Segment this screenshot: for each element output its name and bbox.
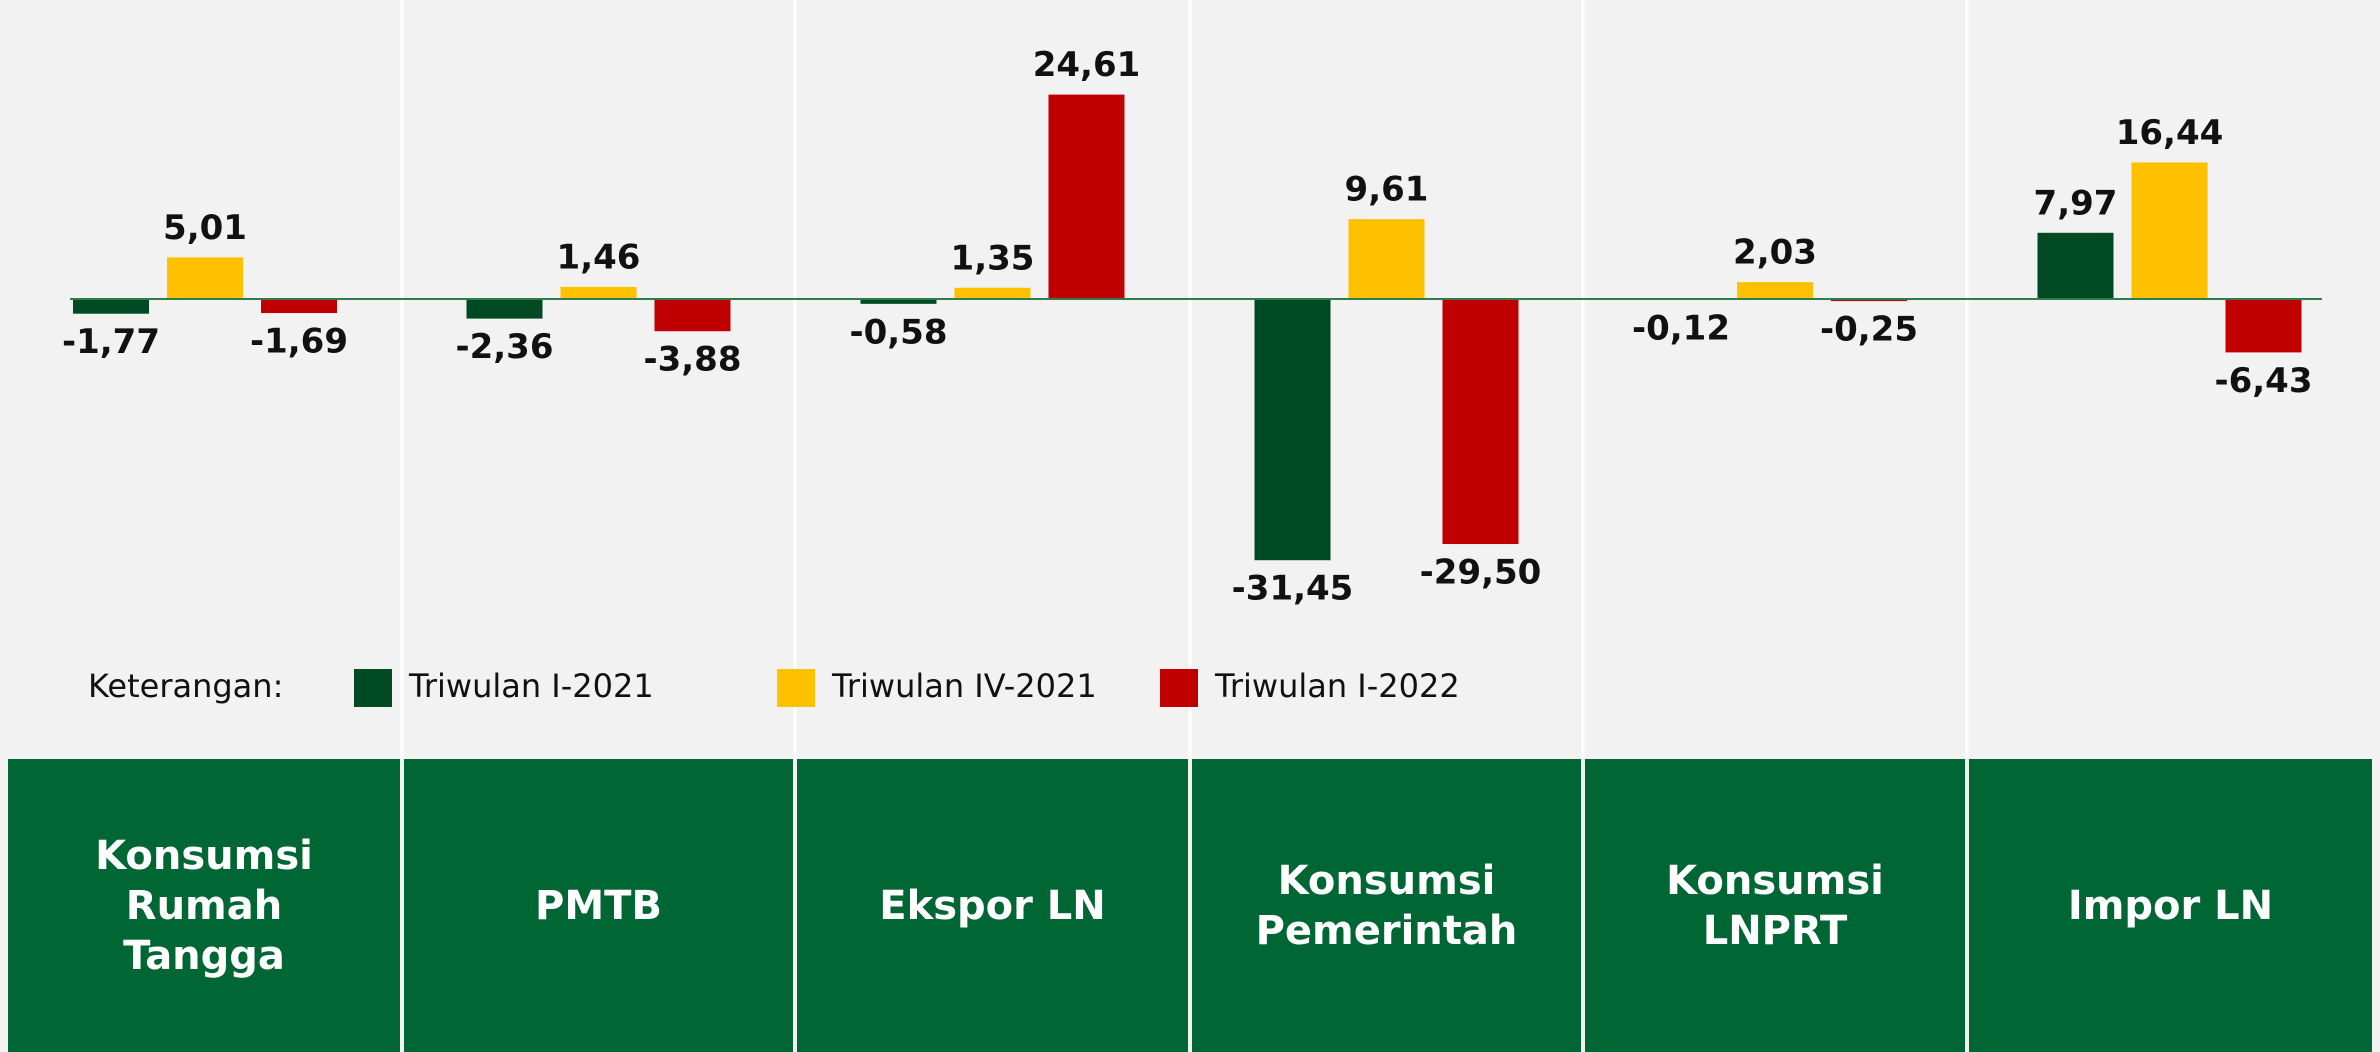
legend-title: Keterangan: <box>88 667 283 705</box>
value-label: -1,69 <box>250 322 348 362</box>
category-label: Konsumsi Rumah Tangga <box>8 759 400 1052</box>
bar <box>167 257 243 299</box>
value-label: 7,97 <box>2034 183 2118 223</box>
value-label: 5,01 <box>163 208 247 248</box>
bar <box>1737 282 1813 299</box>
value-label: -6,43 <box>2215 361 2313 401</box>
bar <box>261 299 337 314</box>
legend-swatch <box>354 669 392 707</box>
value-label: 24,61 <box>1033 45 1141 85</box>
value-label: 2,03 <box>1733 233 1817 273</box>
category-label: Ekspor LN <box>797 759 1188 1052</box>
value-label: -29,50 <box>1420 553 1542 593</box>
legend-label: Triwulan IV-2021 <box>831 667 1097 705</box>
value-label: 16,44 <box>2116 113 2224 153</box>
legend-swatch <box>1160 669 1198 707</box>
bar <box>2131 162 2208 299</box>
category-band: Konsumsi Rumah Tangga PMTB Ekspor LN Konsum… <box>0 759 2380 1052</box>
legend-label: Triwulan I-2021 <box>408 667 654 705</box>
value-label: -0,25 <box>1820 310 1918 350</box>
bar <box>560 286 637 299</box>
value-label: -31,45 <box>1232 569 1354 609</box>
category-label: PMTB <box>404 759 793 1052</box>
bar <box>1442 299 1519 545</box>
legend-swatch <box>777 669 815 707</box>
value-label: -1,77 <box>62 322 160 362</box>
value-label: -0,12 <box>1632 308 1730 348</box>
bar <box>860 299 937 304</box>
category-label: Impor LN <box>1969 759 2372 1052</box>
value-label: -3,88 <box>644 340 742 380</box>
bar <box>1348 219 1425 299</box>
bar <box>73 299 149 314</box>
bar <box>2037 232 2114 299</box>
value-label: -2,36 <box>456 327 554 367</box>
category-label: Konsumsi LNPRT <box>1585 759 1965 1052</box>
bar <box>1048 94 1125 299</box>
legend-label: Triwulan I-2022 <box>1214 667 1460 705</box>
value-label: 1,46 <box>557 237 641 277</box>
bar <box>466 299 543 319</box>
bar <box>654 299 731 332</box>
value-label: 1,35 <box>951 238 1035 278</box>
category-label: Konsumsi Pemerintah <box>1192 759 1581 1052</box>
bar <box>2225 299 2302 353</box>
chart: -1,77 5,01 -1,69 -2,36 1,46 -3,88 -0,581,35 24,… <box>62 0 2322 759</box>
value-label: 9,61 <box>1345 170 1429 210</box>
bar <box>1831 299 1907 302</box>
value-label: -0,58 <box>850 312 948 352</box>
bar <box>1254 299 1331 561</box>
bar <box>954 287 1031 299</box>
